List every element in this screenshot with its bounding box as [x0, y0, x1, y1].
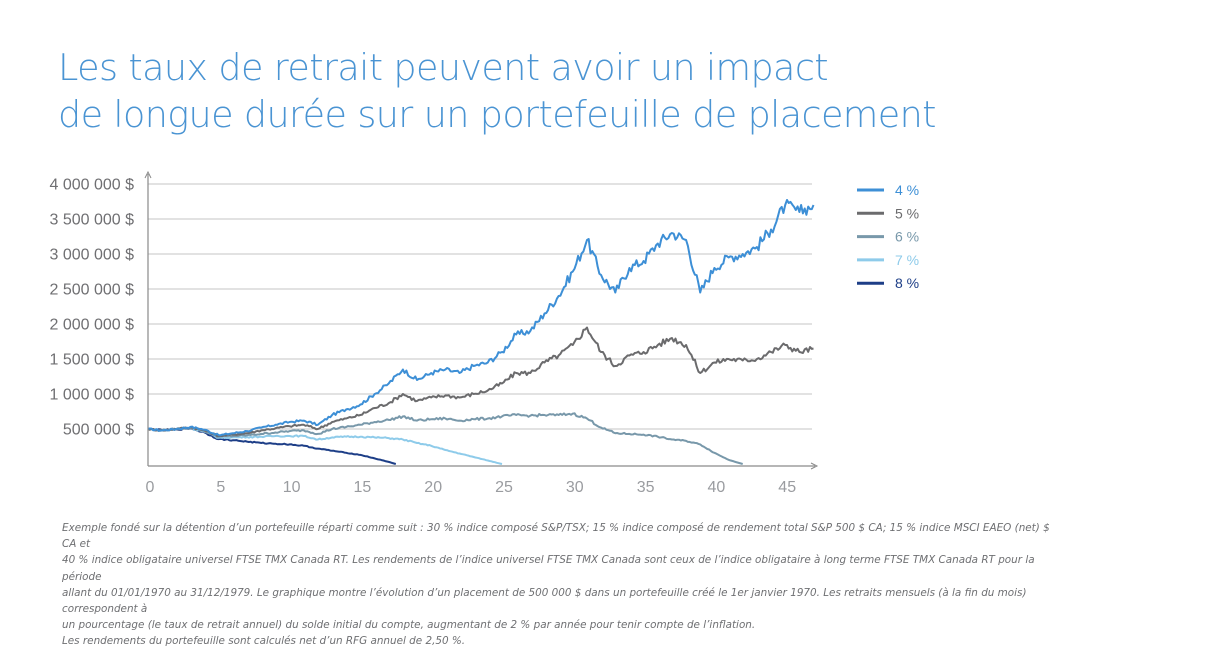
y-tick-labels: 500 000 $ 1 000 000 $ 1 500 000 $ 2 000 000… [49, 177, 134, 439]
legend-label: 4 % [895, 182, 919, 198]
x-tick-label: 15 [354, 479, 372, 496]
series-lines [147, 199, 815, 465]
y-tick-label: 2 000 000 $ [49, 317, 134, 334]
legend: 4 % 5 % 6 % 7 % 8 % [857, 182, 919, 291]
x-tick-label: 45 [778, 479, 796, 496]
legend-label: 6 % [895, 229, 919, 245]
x-tick-label: 35 [637, 479, 655, 496]
legend-label: 8 % [895, 275, 919, 291]
footnote-line-2: 40 % indice obligataire universel FTSE T… [62, 554, 1035, 583]
title-line-2: de longue durée sur un portefeuille de p… [58, 93, 936, 136]
x-tick-label: 25 [495, 479, 513, 496]
series-line-7-pct [148, 426, 503, 465]
x-tick-label: 5 [216, 479, 225, 496]
y-tick-label: 4 000 000 $ [49, 177, 134, 194]
legend-label: 7 % [895, 252, 919, 268]
footnote-line-3: allant du 01/01/1970 au 31/12/1979. Le g… [62, 586, 1027, 616]
x-tick-label: 40 [708, 479, 726, 496]
y-axis-arrow [144, 170, 152, 179]
y-tick-label: 1 500 000 $ [49, 352, 134, 369]
y-tick-label: 500 000 $ [63, 422, 134, 439]
footnote-line-4: un pourcentage (le taux de retrait annue… [62, 619, 756, 632]
y-tick-label: 3 000 000 $ [49, 247, 134, 264]
x-tick-labels: 0 5 10 15 20 25 30 35 40 45 [146, 479, 797, 496]
footnote-line-1: Exemple fondé sur la détention d’un port… [62, 522, 1050, 551]
grid-lines [148, 183, 812, 430]
x-tick-label: 20 [424, 479, 442, 496]
title-line-1: Les taux de retrait peuvent avoir un imp… [58, 46, 829, 89]
series-line-6-pct [147, 412, 743, 465]
x-tick-label: 0 [146, 479, 155, 496]
page-title: Les taux de retrait peuvent avoir un imp… [58, 44, 936, 138]
withdrawal-rate-line-chart: 500 000 $ 1 000 000 $ 1 500 000 $ 2 000 000… [49, 170, 919, 496]
y-tick-label: 3 500 000 $ [49, 212, 134, 229]
series-line-4-pct [147, 199, 815, 437]
axes [144, 170, 819, 470]
y-tick-label: 1 000 000 $ [49, 387, 134, 404]
legend-label: 5 % [895, 205, 919, 221]
x-tick-label: 30 [566, 479, 584, 496]
x-tick-label: 10 [283, 479, 301, 496]
footnote: Exemple fondé sur la détention d’un port… [62, 520, 1062, 650]
x-axis-arrow [810, 462, 819, 470]
series-line-5-pct [147, 326, 814, 438]
y-tick-label: 2 500 000 $ [49, 282, 134, 299]
footnote-line-5: Les rendements du portefeuille sont calc… [62, 635, 466, 648]
